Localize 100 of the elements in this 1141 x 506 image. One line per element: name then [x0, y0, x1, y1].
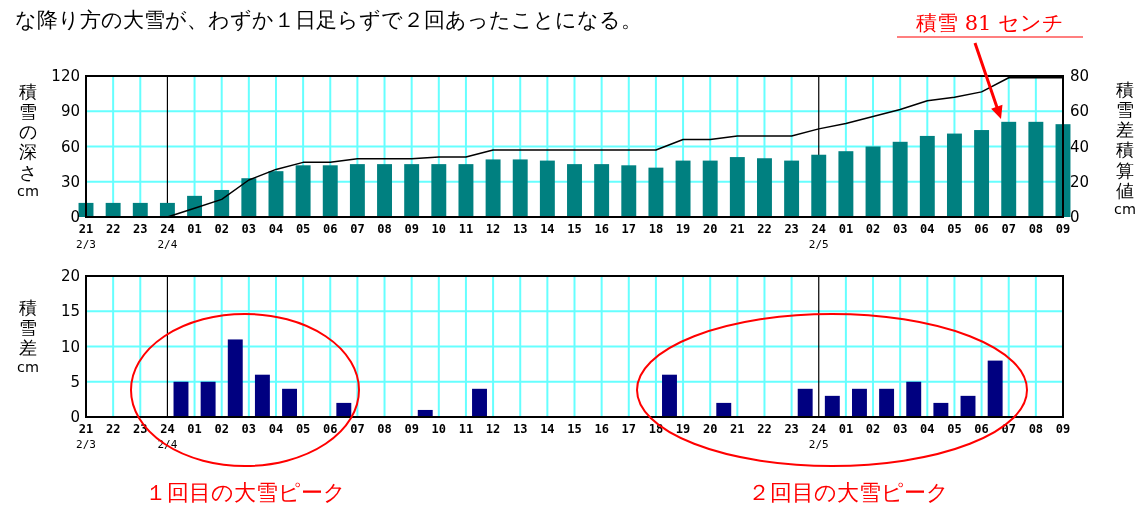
x-tick-label: 09: [1055, 222, 1071, 236]
x-tick-label: 05: [295, 222, 311, 236]
bar: [214, 189, 230, 217]
bar: [838, 151, 854, 217]
x-tick-label: 10: [431, 422, 447, 436]
y-tick-label: 120: [51, 67, 80, 85]
bar: [132, 202, 148, 217]
x-tick-label: 02: [865, 422, 881, 436]
bar: [349, 164, 365, 217]
x-tick-label: 10: [431, 222, 447, 236]
y2-tick-label: 0: [1070, 208, 1080, 226]
x-tick-label: 23: [133, 222, 148, 236]
x-tick-label: 13: [513, 422, 528, 436]
x-tick-label: 22: [105, 422, 121, 436]
x-tick-label: 08: [1028, 222, 1044, 236]
x-tick-label: 06: [323, 422, 338, 436]
bar: [648, 167, 664, 217]
x-tick-label: 01: [838, 422, 854, 436]
x-tick-label: 04: [920, 222, 935, 236]
x-tick-label: 08: [377, 222, 392, 236]
x-tick-label: 04: [920, 422, 935, 436]
bar: [865, 146, 881, 217]
x-tick-label: 22: [105, 222, 121, 236]
y-tick-label: 10: [60, 337, 80, 356]
x-tick-label: 23: [784, 422, 799, 436]
x-tick-label: 01: [838, 222, 854, 236]
x-tick-label: 24 2/4: [157, 222, 178, 251]
x-tick-label: 12: [485, 422, 501, 436]
x-tick-label: 08: [1028, 422, 1044, 436]
x-tick-label: 04: [268, 222, 284, 236]
bar: [485, 159, 501, 217]
bar: [594, 164, 610, 217]
bar: [322, 165, 338, 217]
x-tick-label: 22: [757, 222, 772, 236]
x-tick-label: 09: [404, 222, 419, 236]
x-tick-label: 22: [757, 422, 772, 436]
x-tick-label: 24 2/5: [808, 422, 829, 451]
x-tick-label: 06: [974, 422, 989, 436]
x-tick-label: 03: [241, 422, 257, 436]
bar: [567, 164, 582, 217]
x-tick-label: 04: [268, 422, 284, 436]
text: １回目の大雪ピーク: [144, 480, 346, 505]
y-tick-label: 20: [60, 267, 80, 285]
x-tick-label: 07: [350, 422, 365, 436]
text: な降り方の大雪が、わずか１日足らずで２回あったことになる。: [15, 8, 642, 32]
y-tick-label: 15: [60, 302, 80, 321]
y2-tick-label: 80: [1070, 67, 1090, 85]
x-tick-label: 24 2/5: [808, 222, 829, 251]
bar: [159, 202, 175, 217]
x-tick-label: 15: [567, 222, 582, 236]
x-tick-label: 01: [187, 222, 202, 236]
bar: [892, 141, 908, 217]
bar: [105, 202, 121, 217]
x-tick-label: 03: [892, 222, 908, 236]
x-tick-label: 03: [892, 422, 908, 436]
x-tick-label: 17: [621, 422, 636, 436]
bar: [675, 160, 691, 217]
x-tick-label: 14: [540, 422, 555, 436]
x-tick-label: 07: [1001, 222, 1016, 236]
y-tick-label: 30: [60, 172, 80, 191]
bar: [377, 164, 392, 217]
x-tick-label: 19: [675, 422, 691, 436]
bar: [919, 135, 935, 217]
bar: [702, 160, 718, 217]
bar: [512, 159, 528, 217]
y-tick-label: 5: [70, 372, 80, 391]
x-tick-label: 21: [730, 422, 745, 436]
x-tick-label: 14: [540, 222, 555, 236]
x-tick-label: 21: [730, 222, 745, 236]
x-tick-label: 18: [648, 222, 664, 236]
bar: [811, 154, 827, 217]
x-tick-label: 07: [350, 222, 365, 236]
x-tick-label: 05: [947, 422, 962, 436]
y-axis-title: 積雪差 cm: [17, 297, 39, 375]
bar: [729, 157, 745, 217]
bar: [757, 158, 772, 217]
bar: [431, 164, 447, 217]
y2-tick-label: 20: [1070, 172, 1090, 191]
x-tick-label: 16: [594, 422, 609, 436]
x-tick-label: 08: [377, 422, 392, 436]
x-tick-label: 02: [865, 222, 881, 236]
bar: [974, 130, 990, 217]
x-tick-label: 02: [214, 222, 229, 236]
bar: [295, 165, 311, 217]
x-tick-label: 03: [241, 222, 257, 236]
x-tick-label: 15: [567, 422, 582, 436]
x-tick-label: 05: [295, 422, 311, 436]
y-tick-label: 60: [60, 137, 80, 156]
x-tick-label: 01: [187, 422, 202, 436]
x-tick-label: 20: [702, 222, 718, 236]
y-axis-title: 積雪の深さ cm: [17, 81, 39, 200]
x-tick-label: 20: [702, 422, 718, 436]
x-tick-label: 11: [458, 222, 474, 236]
x-tick-label: 12: [485, 222, 501, 236]
y2-axis-title: 積雪差積算値 cm: [1114, 79, 1136, 218]
y-tick-label: 90: [60, 102, 80, 121]
bar: [1001, 121, 1017, 217]
x-tick-label: 13: [513, 222, 528, 236]
text: 積雪 81 センチ: [915, 11, 1065, 35]
bar: [404, 164, 420, 217]
